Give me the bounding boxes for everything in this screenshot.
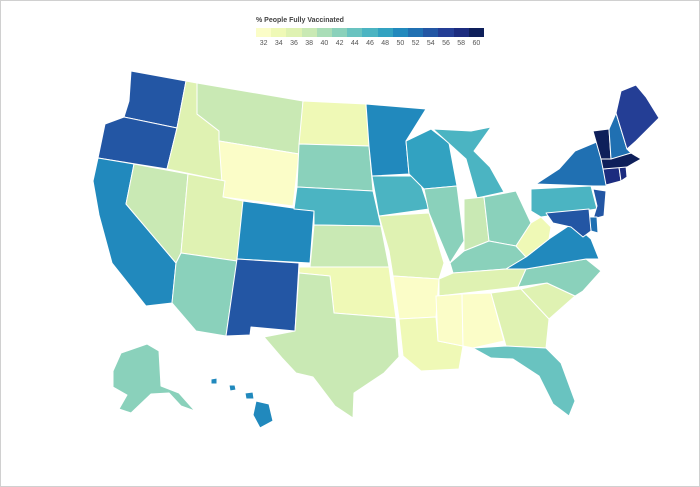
legend-tick-label: 38 xyxy=(305,40,314,47)
state-md[interactable] xyxy=(545,208,592,238)
legend-swatch xyxy=(377,28,393,37)
state-ri[interactable] xyxy=(618,165,628,182)
color-legend: % People Fully Vaccinated 32 34 36 38 40 42 44… xyxy=(256,17,488,50)
legend-swatch xyxy=(271,28,287,37)
legend-swatch xyxy=(438,28,454,37)
legend-swatch xyxy=(256,28,272,37)
state-ak[interactable] xyxy=(112,343,196,414)
legend-swatch xyxy=(286,28,302,37)
state-hi[interactable] xyxy=(210,377,274,429)
legend-swatch xyxy=(392,28,409,37)
state-wv[interactable] xyxy=(515,216,552,258)
legend-tick-label: 56 xyxy=(442,40,450,47)
hawaii-island-oahu[interactable] xyxy=(228,384,237,392)
legend-color-bar xyxy=(256,28,485,37)
legend-swatch xyxy=(453,28,469,37)
legend-swatch xyxy=(347,28,363,37)
state-tx[interactable] xyxy=(263,272,400,419)
legend-tick-label: 32 xyxy=(259,40,268,47)
legend-swatch xyxy=(468,28,485,37)
legend-tick-label: 50 xyxy=(396,40,405,47)
state-il[interactable] xyxy=(423,185,465,264)
state-al[interactable] xyxy=(461,292,505,349)
state-ks[interactable] xyxy=(309,224,390,268)
state-ms[interactable] xyxy=(435,293,464,347)
state-sd[interactable] xyxy=(296,143,374,192)
hawaii-island-big-island[interactable] xyxy=(252,400,274,429)
state-mi[interactable] xyxy=(432,126,505,199)
hawaii-island-kauai[interactable] xyxy=(210,377,218,385)
state-me[interactable] xyxy=(615,84,660,150)
state-az[interactable] xyxy=(171,252,238,337)
legend-title: % People Fully Vaccinated xyxy=(256,17,344,24)
legend-tick-label: 40 xyxy=(320,40,329,47)
legend-tick-label: 52 xyxy=(411,40,420,47)
state-la[interactable] xyxy=(398,316,464,372)
legend-tick-label: 48 xyxy=(381,40,390,47)
legend-swatch xyxy=(362,28,378,37)
legend-tick-label: 42 xyxy=(335,40,344,47)
legend-tick-label: 34 xyxy=(274,40,283,47)
legend-swatch xyxy=(316,28,333,37)
state-nm[interactable] xyxy=(225,258,300,337)
legend-tick-label: 36 xyxy=(290,40,298,47)
state-nh[interactable] xyxy=(608,112,632,160)
legend-tick-label: 54 xyxy=(426,40,435,47)
legend-swatch xyxy=(408,28,424,37)
legend-swatch xyxy=(332,28,348,37)
legend-swatch xyxy=(423,28,439,37)
legend-swatch xyxy=(301,28,317,37)
legend-tick-label: 58 xyxy=(457,40,466,47)
state-fl[interactable] xyxy=(472,345,576,417)
legend-tick-labels: 32 34 36 38 40 42 44 46 48 50 52 54 56 58 60 xyxy=(256,40,484,50)
state-nd[interactable] xyxy=(298,100,370,147)
legend-tick-label: 44 xyxy=(350,40,359,47)
state-ar[interactable] xyxy=(392,275,440,320)
legend-tick-label: 46 xyxy=(366,40,374,47)
legend-tick-label: 60 xyxy=(472,40,481,47)
hawaii-island-maui[interactable] xyxy=(244,391,255,400)
state-ct[interactable] xyxy=(602,166,622,186)
state-nj[interactable] xyxy=(592,188,607,220)
state-wy[interactable] xyxy=(218,140,300,207)
